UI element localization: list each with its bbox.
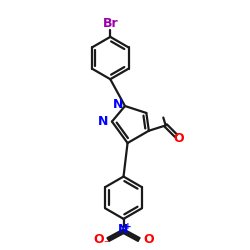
Text: N: N: [98, 115, 108, 128]
Text: O: O: [143, 233, 154, 246]
Text: N: N: [118, 223, 129, 236]
Text: Br: Br: [102, 16, 118, 30]
Text: +: +: [124, 222, 131, 231]
Text: O: O: [93, 233, 104, 246]
Text: N: N: [113, 98, 124, 111]
Text: ⁻: ⁻: [104, 239, 109, 249]
Text: O: O: [173, 132, 184, 145]
